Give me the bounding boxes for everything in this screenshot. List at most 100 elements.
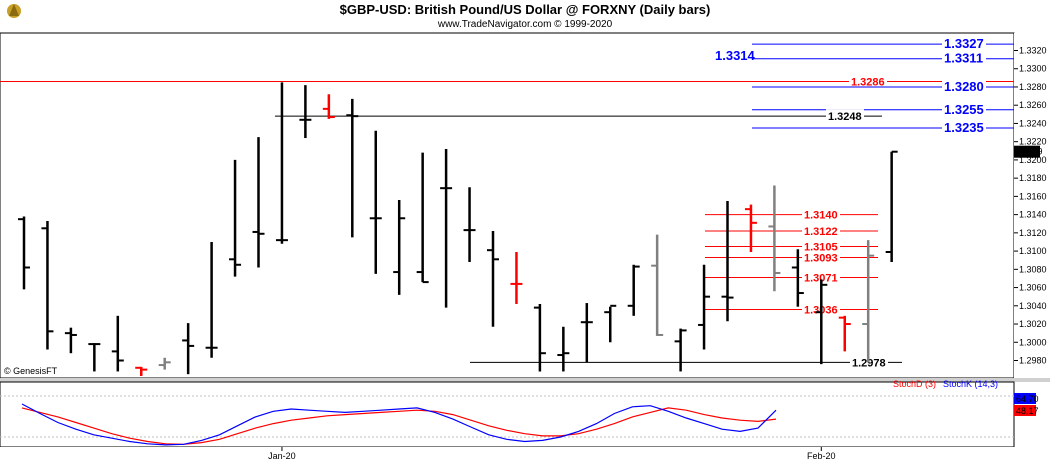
stoch-line-d [21, 407, 777, 445]
ohlc-bar [463, 187, 476, 263]
ohlc-bar [627, 264, 640, 316]
level-label-bg [942, 37, 986, 51]
ohlc-bar [651, 234, 664, 336]
ohlc-bar [135, 366, 148, 376]
ohlc-bar [768, 185, 781, 292]
ohlc-bar [229, 159, 242, 277]
chart-subtitle: www.TradeNavigator.com © 1999-2020 [437, 19, 613, 30]
ohlc-bar [533, 303, 546, 372]
ohlc-bar [275, 82, 288, 244]
stoch-d-last-value: 48.17 [1016, 406, 1039, 416]
ohlc-bar [346, 98, 359, 238]
ohlc-bar [88, 343, 101, 372]
ohlc-bar [862, 240, 875, 363]
level-label-1.3286: 1.3286 [851, 77, 885, 89]
price-tick-label: 1.3060 [1019, 283, 1047, 293]
level-label-bg [942, 79, 986, 93]
ohlc-bar [487, 231, 499, 327]
stoch-line-k [21, 403, 777, 446]
stochastic-panel [0, 381, 1015, 448]
ohlc-bar [205, 241, 218, 358]
ohlc-bar [815, 279, 828, 365]
level-label-1.3248: 1.3248 [828, 111, 862, 123]
ohlc-bar [744, 204, 757, 252]
price-tick-label: 1.3040 [1019, 301, 1047, 311]
stoch-k-last-value: 64.70 [1016, 394, 1039, 404]
price-tick-label: 1.3140 [1019, 210, 1047, 220]
level-label-bg [942, 51, 986, 65]
ohlc-bar [604, 304, 617, 343]
date-axis [0, 447, 1050, 464]
level-label-bg [826, 109, 864, 123]
price-tick-label: 1.3020 [1019, 319, 1047, 329]
level-label-1.3140: 1.3140 [804, 210, 838, 222]
ohlc-bar [322, 94, 335, 119]
ohlc-bar [557, 326, 570, 372]
stoch-d-last-badge: 48.17 [1014, 405, 1039, 416]
price-tick-label: 1.3000 [1019, 337, 1047, 347]
level-label-bg [802, 250, 840, 264]
ohlc-bar [416, 152, 429, 284]
level-label-1.3122: 1.3122 [804, 226, 838, 238]
level-label-1.3235: 1.3235 [944, 120, 984, 135]
price-tick-label: 1.3320 [1019, 46, 1047, 56]
price-tick-label: 1.3260 [1019, 100, 1047, 110]
price-tick-label: 1.3160 [1019, 191, 1047, 201]
level-label-1.3071: 1.3071 [804, 273, 838, 285]
ohlc-bar [440, 148, 453, 308]
ohlc-bar [580, 303, 593, 363]
date-label: Feb-20 [807, 451, 836, 461]
last-price-badge [1014, 145, 1040, 158]
ohlc-bar [393, 200, 406, 295]
ohlc-bar [18, 216, 30, 290]
panel-separator [0, 378, 1050, 382]
ohlc-bar [838, 315, 851, 352]
price-tick-label: 1.3120 [1019, 228, 1047, 238]
ohlc-bar [510, 252, 523, 304]
level-label-1.3314: 1.3314 [715, 48, 756, 63]
price-tick-label: 1.3180 [1019, 173, 1047, 183]
price-tick-label: 1.3240 [1019, 118, 1047, 128]
price-tick-label: 1.3080 [1019, 264, 1047, 274]
chart-title: $GBP-USD: British Pound/US Dollar @ FORX… [340, 2, 711, 17]
ohlc-bar [252, 137, 265, 268]
price-tick-label: 1.3220 [1019, 137, 1047, 147]
last-price-label: 1.3209 [1015, 147, 1043, 157]
level-label-1.3280: 1.3280 [944, 79, 984, 94]
level-label-1.3311: 1.3311 [944, 51, 983, 66]
ohlc-bar [41, 221, 54, 350]
ohlc-bar [698, 264, 711, 350]
date-label: Jan-20 [268, 451, 296, 461]
price-tick-label: 1.2980 [1019, 356, 1047, 366]
ohlc-bar [64, 327, 77, 354]
ohlc-bar [369, 130, 382, 274]
level-label-bg [802, 207, 840, 221]
level-label-1.3327: 1.3327 [944, 36, 984, 51]
ohlc-bar [158, 357, 171, 370]
watermark-text: © GenesisFT [4, 366, 58, 376]
ohlc-bar [111, 315, 124, 372]
price-tick-label: 1.3200 [1019, 155, 1047, 165]
ohlc-bar [791, 249, 804, 307]
ohlc-bar [299, 85, 312, 139]
price-tick-label: 1.3280 [1019, 82, 1047, 92]
legend-stoch-d: StochD (3) [893, 379, 936, 389]
ohlc-bar [182, 323, 195, 375]
level-label-bg [849, 74, 887, 88]
price-axis [1014, 33, 1050, 378]
level-label-bg [942, 102, 986, 116]
stoch-k-last-badge: 64.70 [1014, 393, 1039, 404]
ohlc-bar [674, 328, 687, 372]
ohlc-bar [721, 200, 734, 322]
level-label-1.3093: 1.3093 [804, 252, 838, 264]
level-label-1.3255: 1.3255 [944, 102, 984, 117]
price-tick-label: 1.3300 [1019, 64, 1047, 74]
ohlc-bar [885, 150, 898, 263]
level-label-bg [802, 270, 840, 284]
level-label-bg [802, 239, 840, 253]
level-label-bg [802, 224, 840, 238]
level-label-bg [942, 121, 986, 134]
legend-stoch-k: StochK (14,3) [943, 379, 998, 389]
logo-icon [7, 4, 21, 18]
